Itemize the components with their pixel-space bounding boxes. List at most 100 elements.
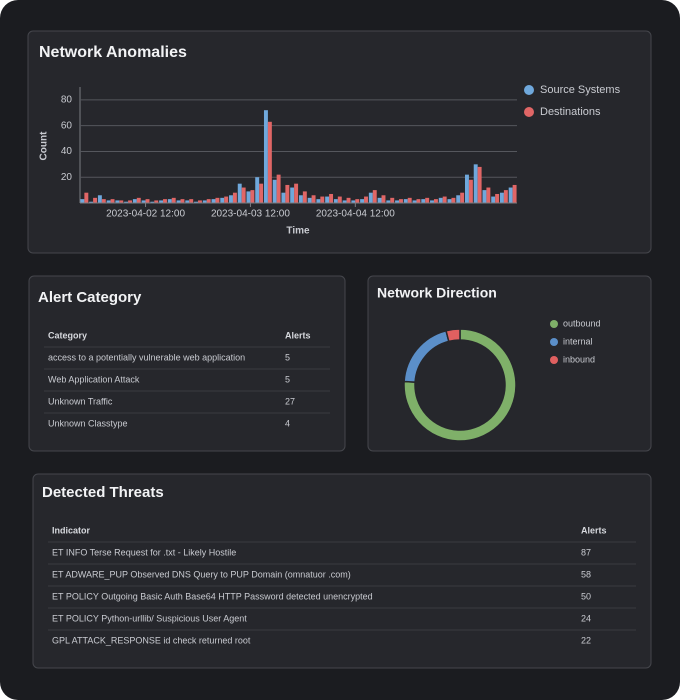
bar (468, 179, 473, 203)
legend-label: Destinations (540, 106, 601, 118)
bar (97, 195, 102, 203)
bar (403, 199, 408, 203)
legend-label: inbound (563, 354, 595, 364)
bar (154, 200, 159, 203)
y-tick-label: 40 (61, 146, 73, 157)
bar (110, 199, 115, 203)
bar (211, 199, 216, 203)
bar (197, 200, 202, 203)
bar (128, 200, 133, 203)
bar (499, 192, 504, 203)
panel (28, 275, 346, 452)
bar (180, 199, 185, 203)
bar (473, 164, 478, 203)
bar (281, 192, 286, 203)
bar (302, 191, 307, 203)
bar (124, 201, 129, 203)
bar (416, 199, 421, 203)
bar (320, 196, 325, 203)
panel-title: Alert Category (38, 289, 142, 306)
legend-marker (550, 338, 558, 346)
bar (220, 197, 225, 203)
y-tick-label: 80 (61, 95, 73, 106)
bar (119, 200, 124, 203)
bar (229, 195, 233, 203)
bar (101, 199, 106, 203)
cell-text: ET ADWARE_PUP Observed DNS Query to PUP … (52, 569, 351, 579)
cell-value: 58 (581, 569, 591, 579)
cell-value: 27 (285, 396, 295, 406)
cell-text: Unknown Traffic (48, 396, 113, 406)
bar (364, 196, 368, 203)
x-tick-label: 2023-04-03 12:00 (211, 209, 290, 220)
cell-value: 5 (285, 374, 290, 384)
bar (89, 201, 94, 203)
column-header: Category (48, 330, 87, 340)
bar (206, 199, 211, 203)
bar (141, 200, 146, 203)
bar (351, 200, 356, 203)
bar (276, 174, 281, 203)
bar (503, 190, 508, 203)
bar (447, 199, 452, 203)
panel-title: Detected Threats (42, 484, 164, 501)
bar (307, 197, 312, 203)
bar (93, 197, 98, 203)
bar (486, 187, 491, 203)
bar (316, 199, 321, 203)
bar (163, 199, 167, 203)
bar (482, 190, 487, 203)
bar (381, 195, 386, 203)
panel (27, 30, 652, 254)
bar (495, 193, 500, 203)
panel (32, 473, 652, 669)
y-tick-label: 60 (61, 120, 73, 131)
bar (355, 199, 360, 203)
column-header: Alerts (581, 525, 607, 535)
cell-text: Unknown Classtype (48, 418, 128, 428)
bar (167, 199, 172, 203)
bar (346, 197, 351, 203)
bar (115, 200, 120, 203)
legend-label: Source Systems (540, 84, 621, 96)
bar (456, 195, 461, 203)
cell-text: ET INFO Terse Request for .txt - Likely … (52, 547, 236, 557)
bar (150, 201, 155, 203)
bar (390, 197, 395, 203)
cell-text: Web Application Attack (48, 374, 140, 384)
bar (215, 197, 220, 203)
bar (464, 174, 469, 203)
bar (512, 184, 517, 203)
bar (194, 201, 198, 203)
bar (267, 121, 272, 203)
y-tick-label: 20 (61, 172, 73, 183)
bar (442, 196, 447, 203)
bar (311, 195, 316, 203)
bar (176, 200, 181, 203)
cell-value: 50 (581, 591, 591, 601)
column-header: Indicator (52, 525, 91, 535)
bar (232, 192, 237, 203)
bar (159, 200, 164, 203)
bar (171, 197, 176, 203)
bar (246, 191, 251, 203)
bar (294, 183, 299, 203)
bar (250, 190, 255, 203)
legend-marker (524, 85, 534, 95)
bar (259, 183, 264, 203)
cell-text: GPL ATTACK_RESPONSE id check returned ro… (52, 635, 251, 645)
bar (189, 199, 194, 203)
bar (395, 200, 400, 203)
bar (491, 196, 496, 203)
bar (333, 199, 338, 203)
bar (285, 184, 290, 203)
bar (202, 200, 207, 203)
bar (372, 190, 377, 203)
bar (377, 197, 382, 203)
panel-title: Network Direction (377, 285, 497, 301)
x-tick-label: 2023-04-04 12:00 (316, 209, 395, 220)
cell-text: ET POLICY Python-urllib/ Suspicious User… (52, 613, 247, 623)
bar (425, 197, 430, 203)
bar (106, 200, 111, 203)
column-header: Alerts (285, 330, 311, 340)
